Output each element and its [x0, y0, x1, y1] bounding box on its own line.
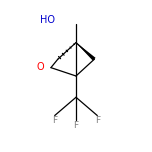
Text: O: O: [37, 62, 45, 72]
Text: F: F: [73, 121, 79, 130]
Text: HO: HO: [40, 15, 55, 25]
Polygon shape: [76, 42, 96, 61]
Text: F: F: [52, 116, 57, 125]
Text: F: F: [95, 116, 100, 125]
